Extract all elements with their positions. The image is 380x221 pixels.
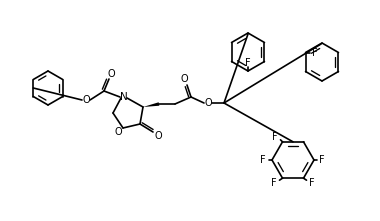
Text: F: F: [309, 178, 314, 188]
Text: O: O: [154, 131, 162, 141]
Text: O: O: [180, 74, 188, 84]
Text: O: O: [204, 98, 212, 108]
Text: F: F: [260, 155, 266, 165]
Text: F: F: [272, 132, 277, 142]
Text: F: F: [319, 155, 325, 165]
Text: O: O: [82, 95, 90, 105]
Text: O: O: [114, 127, 122, 137]
Text: F: F: [271, 178, 276, 188]
Text: N: N: [120, 92, 128, 102]
Text: O: O: [107, 69, 115, 79]
Polygon shape: [143, 102, 159, 107]
Text: F: F: [245, 58, 251, 68]
Text: F: F: [312, 48, 317, 57]
